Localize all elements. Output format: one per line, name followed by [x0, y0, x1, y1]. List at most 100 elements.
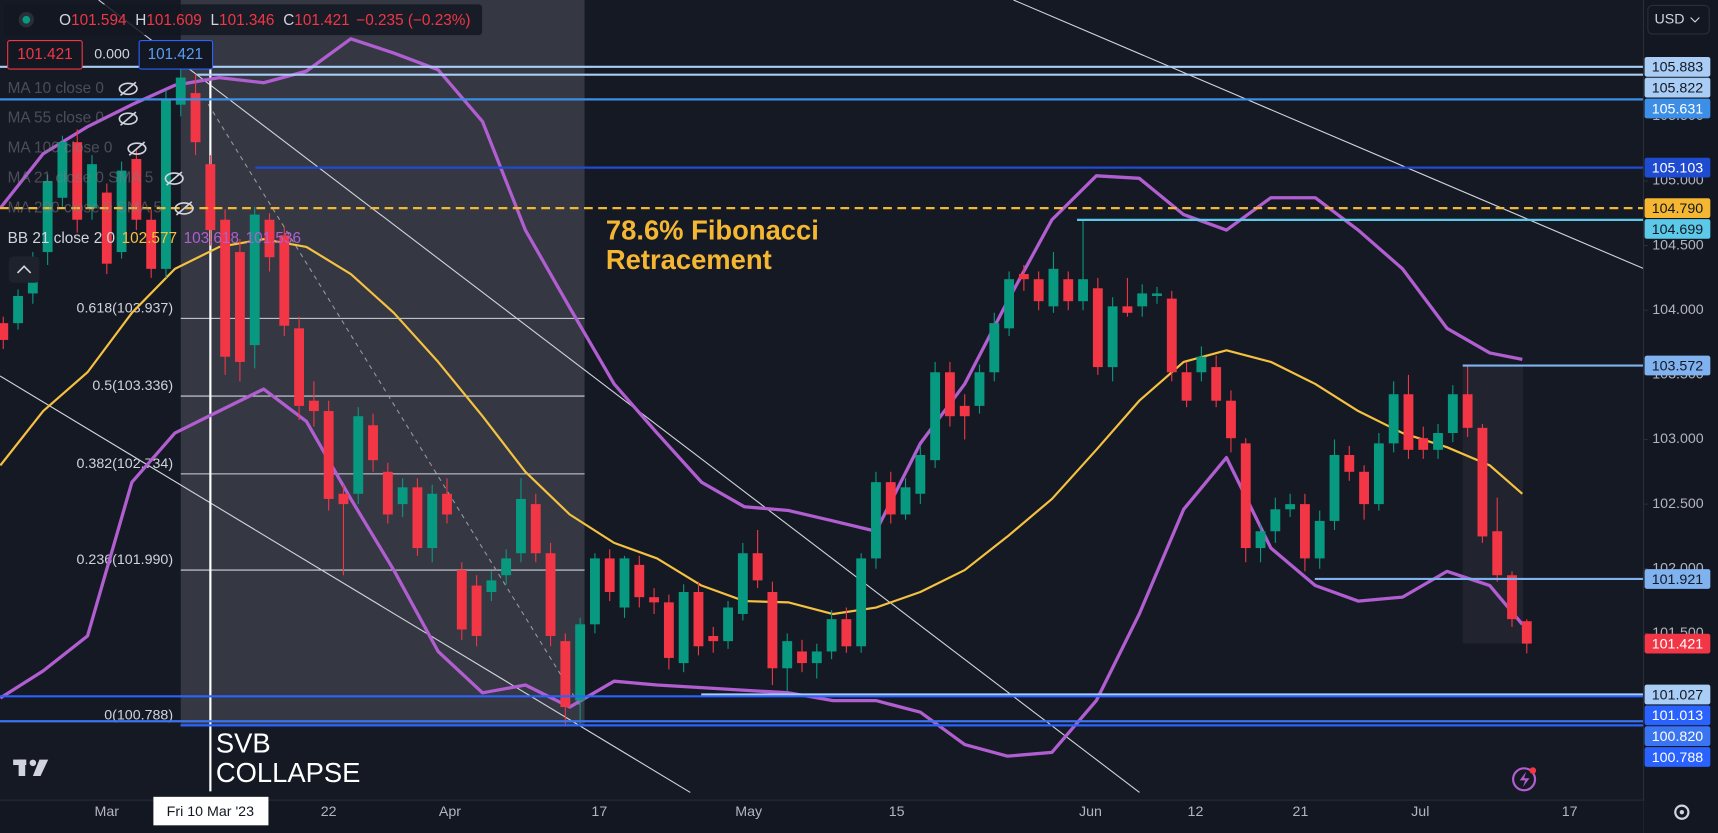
candle-body	[974, 372, 985, 406]
legend-part: C	[283, 12, 294, 29]
y-tick-label: 102.500	[1652, 496, 1704, 512]
value-box-label: 101.421	[148, 46, 203, 63]
settings-icon[interactable]	[1674, 804, 1690, 820]
candle-body	[0, 323, 9, 340]
candle-body	[826, 619, 837, 652]
candle-body	[412, 487, 423, 549]
candle-body	[604, 558, 615, 593]
candle-body	[1018, 274, 1029, 280]
legend-part: 102.577	[122, 230, 177, 247]
candle-body	[501, 558, 512, 576]
candle-body	[752, 553, 763, 581]
price-badge	[1644, 705, 1711, 726]
chevron-up	[16, 265, 32, 274]
price-badge-label: 100.820	[1652, 729, 1704, 745]
price-badge-label: 105.822	[1652, 81, 1704, 97]
crosshair-box	[153, 796, 269, 826]
candle-body	[234, 252, 245, 362]
candle-body	[1403, 394, 1414, 450]
candle-body	[1107, 306, 1118, 368]
candle-body	[1196, 356, 1207, 373]
value-box-label: 101.421	[17, 46, 72, 63]
candle-body	[456, 570, 467, 630]
chevron	[1690, 17, 1700, 23]
candle-body	[1255, 531, 1266, 549]
annotation: COLLAPSE	[216, 757, 361, 788]
candle-body	[368, 425, 378, 461]
candle-body	[486, 580, 497, 593]
candle-body	[72, 142, 83, 220]
price-badge	[1644, 198, 1711, 218]
eye-slash	[119, 81, 137, 96]
candle-body	[308, 400, 319, 412]
candle-body	[1270, 509, 1281, 532]
candle-body	[131, 158, 142, 220]
price-badge	[1644, 157, 1711, 178]
candle-body	[1314, 520, 1325, 559]
x-tick-label: 22	[321, 804, 337, 820]
candle-body	[1388, 394, 1399, 444]
candle-body	[382, 471, 393, 515]
currency-label[interactable]: USD	[1654, 11, 1684, 27]
candle-body	[1492, 531, 1503, 576]
candle-body	[427, 493, 438, 549]
candle-body	[264, 219, 275, 258]
candle-body	[1226, 400, 1236, 439]
eye-icon	[127, 142, 147, 155]
ohlc-legend: O101.594 H101.609 L101.346 C101.421 −0.235 (…	[59, 12, 470, 29]
value-box	[138, 40, 214, 70]
candle-body	[871, 482, 881, 559]
legend-part: 103.618	[184, 230, 239, 247]
candle-body	[930, 372, 941, 461]
collapse-button[interactable]	[8, 256, 40, 283]
candle-body	[220, 219, 231, 357]
tv-logo	[13, 759, 49, 777]
candle-body	[708, 635, 719, 642]
candle-body	[782, 641, 793, 669]
x-tick-label: Jun	[1079, 804, 1102, 820]
trendline	[0, 375, 691, 793]
candle-body	[1329, 454, 1340, 521]
candle-body	[634, 564, 645, 598]
candle-body	[42, 180, 53, 253]
logo-part	[32, 759, 49, 777]
candle-body	[841, 619, 852, 647]
candle-body	[1211, 367, 1222, 401]
candle-body	[1152, 293, 1162, 297]
price-badge	[1644, 56, 1711, 77]
eye-icon	[118, 112, 138, 126]
value-box-label: 0.000	[94, 47, 130, 63]
candle-body	[1181, 372, 1192, 401]
candle-body	[146, 219, 157, 269]
candle-body	[175, 77, 186, 105]
candle-body	[959, 405, 970, 417]
crosshair-label: Fri 10 Mar '23	[167, 804, 254, 820]
candle-body	[944, 372, 955, 417]
candle-body	[811, 651, 822, 664]
alert-icon[interactable]	[1512, 767, 1537, 792]
candle-body	[856, 558, 867, 647]
price-badge-label: 105.103	[1652, 161, 1704, 177]
value-box	[7, 40, 83, 70]
fib-label: 0.618(103.937)	[77, 300, 174, 316]
indicator-label: MA 21 close 0 SMA 5	[8, 170, 154, 187]
settings-core	[1679, 809, 1685, 815]
candle-body	[1166, 298, 1177, 373]
candle-body	[1004, 279, 1015, 329]
bolt	[1519, 771, 1530, 787]
x-tick-label: 12	[1188, 804, 1204, 820]
candle-body	[797, 651, 807, 664]
legend-part: O	[59, 12, 71, 29]
candle-body	[1373, 443, 1384, 505]
levels-layer	[0, 65, 1644, 727]
x-tick-label: 21	[1293, 804, 1309, 820]
candle-body	[649, 597, 660, 603]
annotation: Retracement	[606, 244, 772, 275]
candle-body	[1462, 394, 1473, 428]
candle-body	[57, 142, 68, 198]
currency-button[interactable]	[1647, 4, 1710, 35]
indicator-label: MA 55 close 0	[8, 110, 104, 127]
candle-body	[663, 602, 674, 658]
price-badge-label: 101.027	[1652, 687, 1704, 703]
candle-body	[900, 487, 911, 515]
